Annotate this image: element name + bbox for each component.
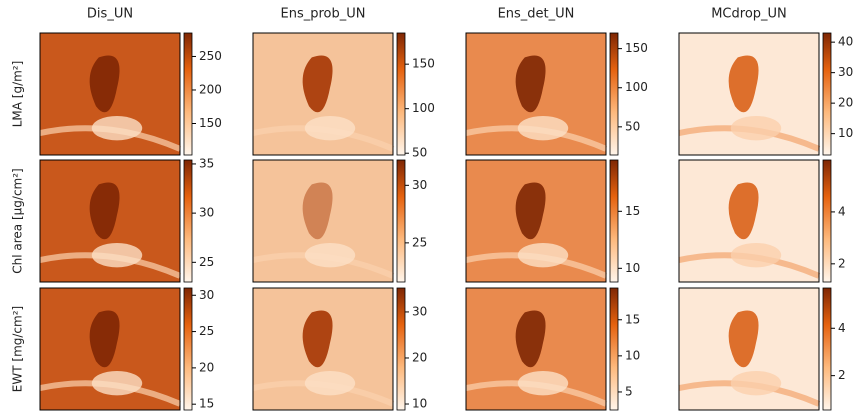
colorbar-tick-label: 30 — [199, 206, 214, 220]
colorbar-tick-label: 250 — [199, 49, 222, 63]
image-feature — [89, 55, 120, 113]
colorbar-tick-label: 2 — [838, 256, 846, 270]
colorbar-tick-label: 25 — [199, 255, 214, 269]
colorbar-tick-label: 2 — [838, 368, 846, 382]
heatmap-frame — [465, 287, 607, 411]
image-feature — [730, 370, 782, 396]
image-feature — [304, 242, 356, 268]
colorbar-tick-label: 100 — [412, 101, 435, 115]
colorbar-tick-label: 30 — [838, 65, 853, 79]
colorbar-tick-label: 25 — [412, 235, 427, 249]
heatmap-frame — [465, 32, 607, 156]
colorbar — [396, 32, 406, 156]
image-feature — [517, 370, 569, 396]
image-feature — [91, 242, 143, 268]
colorbar-tick-label: 30 — [412, 304, 427, 318]
colorbar — [183, 287, 193, 411]
colorbar-tick-label: 50 — [625, 119, 640, 133]
colorbar-tick-label: 150 — [412, 57, 435, 71]
colorbar-tick-label: 4 — [838, 321, 846, 335]
colorbar — [396, 287, 406, 411]
heatmap-frame — [252, 159, 394, 283]
image-feature — [517, 242, 569, 268]
colorbar-tick-label: 10 — [625, 348, 640, 362]
colorbar-tick-label: 20 — [838, 96, 853, 110]
heatmap-frame — [39, 287, 181, 411]
image-feature — [515, 55, 546, 113]
column-title: Dis_UN — [87, 7, 133, 22]
colorbar — [822, 159, 832, 283]
colorbar-tick-label: 35 — [199, 156, 214, 170]
image-feature — [730, 242, 782, 268]
colorbar — [822, 32, 832, 156]
image-feature — [515, 182, 546, 240]
colorbar — [609, 32, 619, 156]
colorbar-tick-label: 50 — [412, 146, 427, 160]
colorbar-tick-label: 20 — [199, 360, 214, 374]
colorbar — [396, 159, 406, 283]
heatmap-frame — [252, 287, 394, 411]
colorbar-tick-label: 10 — [838, 126, 853, 140]
colorbar — [609, 287, 619, 411]
colorbar — [609, 159, 619, 283]
colorbar — [183, 159, 193, 283]
image-feature — [728, 310, 759, 368]
heatmap-frame — [678, 159, 820, 283]
image-feature — [302, 55, 333, 113]
colorbar — [822, 287, 832, 411]
image-feature — [517, 115, 569, 141]
heatmap-frame — [39, 32, 181, 156]
colorbar-tick-label: 15 — [199, 397, 214, 411]
colorbar-tick-label: 20 — [412, 350, 427, 364]
image-feature — [89, 182, 120, 240]
colorbar-tick-label: 10 — [412, 397, 427, 411]
image-feature — [302, 182, 333, 240]
colorbar-tick-label: 15 — [625, 312, 640, 326]
column-title: MCdrop_UN — [711, 7, 787, 22]
row-label: EWT [mg/cm²] — [11, 306, 25, 392]
colorbar-tick-label: 5 — [625, 384, 633, 398]
colorbar-tick-label: 100 — [625, 80, 648, 94]
heatmap-frame — [465, 159, 607, 283]
heatmap-frame — [678, 32, 820, 156]
image-feature — [89, 310, 120, 368]
image-feature — [304, 115, 356, 141]
column-title: Ens_prob_UN — [281, 7, 366, 22]
colorbar-tick-label: 40 — [838, 35, 853, 49]
image-feature — [728, 182, 759, 240]
colorbar-tick-label: 25 — [199, 324, 214, 338]
colorbar-tick-label: 30 — [199, 288, 214, 302]
colorbar-tick-label: 150 — [199, 116, 222, 130]
colorbar-tick-label: 200 — [199, 82, 222, 96]
colorbar-tick-label: 4 — [838, 204, 846, 218]
column-title: Ens_det_UN — [498, 7, 575, 22]
image-feature — [91, 115, 143, 141]
image-feature — [302, 310, 333, 368]
colorbar-tick-label: 15 — [625, 204, 640, 218]
colorbar — [183, 32, 193, 156]
colorbar-tick-label: 150 — [625, 41, 648, 55]
heatmap-frame — [678, 287, 820, 411]
heatmap-frame — [39, 159, 181, 283]
colorbar-tick-label: 30 — [412, 178, 427, 192]
row-label: LMA [g/m²] — [11, 61, 25, 128]
image-feature — [304, 370, 356, 396]
image-feature — [730, 115, 782, 141]
image-feature — [728, 55, 759, 113]
colorbar-tick-label: 10 — [625, 261, 640, 275]
image-feature — [91, 370, 143, 396]
row-label: Chl area [µg/cm²] — [11, 168, 25, 273]
image-feature — [515, 310, 546, 368]
heatmap-frame — [252, 32, 394, 156]
